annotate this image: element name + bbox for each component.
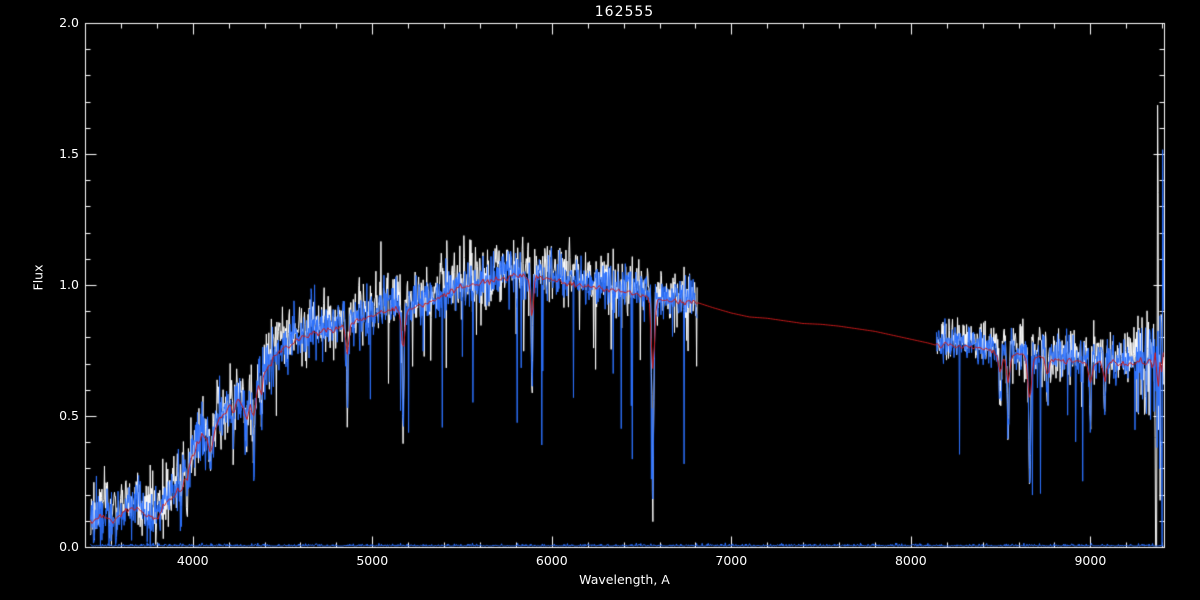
x-tick-label: 5000: [356, 553, 389, 568]
x-tick-label: 6000: [535, 553, 568, 568]
y-tick-label: 1.0: [59, 277, 79, 292]
x-tick-label: 4000: [176, 553, 209, 568]
x-axis-label: Wavelength, A: [579, 572, 670, 587]
x-tick-label: 8000: [894, 553, 927, 568]
y-tick-label: 0.5: [59, 408, 79, 423]
plot-title: 162555: [594, 4, 655, 20]
y-tick-label: 0.0: [59, 539, 79, 554]
x-tick-label: 9000: [1074, 553, 1107, 568]
x-tick-label: 7000: [715, 553, 748, 568]
y-tick-label: 2.0: [59, 15, 79, 30]
y-tick-label: 1.5: [59, 146, 79, 161]
